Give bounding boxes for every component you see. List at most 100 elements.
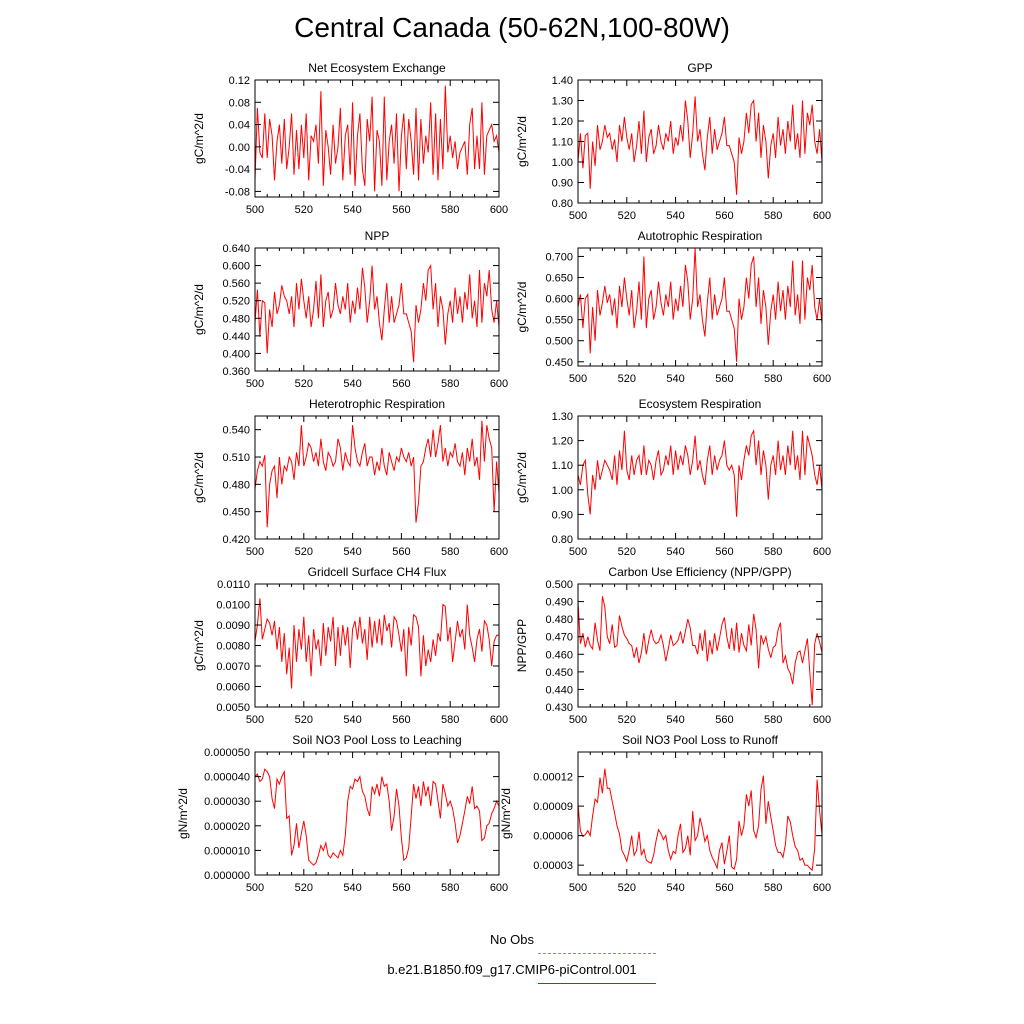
x-tick-label: 520 — [618, 714, 636, 726]
x-tick-label: 600 — [813, 546, 831, 558]
y-tick-label: 0.430 — [545, 702, 573, 714]
x-tick-label: 600 — [490, 714, 508, 726]
y-tick-label: 0.550 — [545, 315, 573, 327]
y-tick-label: 0.500 — [545, 336, 573, 348]
y-tick-label: 0.600 — [545, 294, 573, 306]
x-tick-label: 600 — [490, 546, 508, 558]
y-tick-label: 0.0100 — [216, 600, 250, 612]
x-tick-label: 580 — [764, 210, 782, 222]
x-tick-label: 560 — [392, 882, 410, 894]
x-tick-label: 580 — [441, 546, 459, 558]
y-tick-label: 0.700 — [545, 251, 573, 263]
y-tick-label: 0.450 — [545, 357, 573, 369]
x-tick-label: 560 — [715, 882, 733, 894]
y-tick-label: 0.000010 — [204, 845, 250, 857]
y-tick-label: 0.450 — [222, 507, 250, 519]
x-tick-label: 540 — [666, 373, 684, 385]
y-tick-label: 1.30 — [552, 96, 573, 108]
x-tick-label: 600 — [490, 882, 508, 894]
x-tick-label: 600 — [490, 204, 508, 216]
x-tick-label: 540 — [343, 546, 361, 558]
y-axis-label: gC/m^2/d — [192, 452, 206, 503]
panel-title: Heterotrophic Respiration — [309, 397, 445, 411]
x-tick-label: 600 — [813, 714, 831, 726]
plot-frame — [577, 247, 823, 367]
x-tick-label: 500 — [569, 714, 587, 726]
x-tick-label: 580 — [764, 882, 782, 894]
y-tick-label: 0.00003 — [533, 860, 573, 872]
y-axis-label: gC/m^2/d — [515, 282, 529, 333]
plot-frame — [254, 247, 500, 372]
y-tick-label: 1.20 — [552, 116, 573, 128]
x-tick-label: 500 — [246, 378, 264, 390]
panel-title: Ecosystem Respiration — [639, 397, 762, 411]
y-tick-label: 0.00012 — [533, 772, 573, 784]
series-line — [254, 420, 500, 528]
x-tick-label: 560 — [715, 546, 733, 558]
y-axis-label: NPP/GPP — [515, 619, 529, 672]
y-axis-label: gN/m^2/d — [499, 788, 513, 839]
y-tick-label: 0.490 — [545, 597, 573, 609]
y-tick-label: 0.80 — [552, 198, 573, 210]
y-tick-label: 0.480 — [222, 479, 250, 491]
x-tick-label: 520 — [295, 882, 313, 894]
y-tick-label: 1.10 — [552, 137, 573, 149]
y-tick-label: 1.00 — [552, 157, 573, 169]
panel-title: Soil NO3 Pool Loss to Runoff — [622, 733, 779, 747]
panel-title: GPP — [687, 61, 712, 75]
series-line — [254, 768, 500, 866]
x-tick-label: 540 — [343, 204, 361, 216]
panel-title: Carbon Use Efficiency (NPP/GPP) — [608, 565, 791, 579]
y-tick-label: 0.640 — [222, 243, 250, 255]
y-tick-label: 0.12 — [229, 75, 250, 87]
y-tick-label: 0.04 — [229, 120, 250, 132]
y-tick-label: 0.460 — [545, 649, 573, 661]
y-tick-label: 0.90 — [552, 509, 573, 521]
y-tick-label: 0.0080 — [216, 641, 250, 653]
x-tick-label: 600 — [490, 378, 508, 390]
legend-label-model-run: b.e21.B1850.f09_g17.CMIP6-piControl.001 — [387, 962, 637, 977]
x-tick-label: 520 — [295, 546, 313, 558]
x-tick-label: 520 — [618, 373, 636, 385]
panel-title: Soil NO3 Pool Loss to Leaching — [292, 733, 461, 747]
x-tick-label: 500 — [569, 882, 587, 894]
y-axis-label: gN/m^2/d — [176, 788, 190, 839]
y-tick-label: 0.000030 — [204, 796, 250, 808]
panel-title: Gridcell Surface CH4 Flux — [308, 565, 447, 579]
x-tick-label: 580 — [764, 373, 782, 385]
y-tick-label: 0.440 — [222, 331, 250, 343]
series-line — [254, 598, 499, 689]
x-tick-label: 560 — [392, 546, 410, 558]
x-tick-label: 580 — [764, 546, 782, 558]
y-tick-label: 0.540 — [222, 425, 250, 437]
y-tick-label: 0.08 — [229, 97, 250, 109]
x-tick-label: 560 — [392, 204, 410, 216]
y-tick-label: 0.600 — [222, 261, 250, 273]
x-tick-label: 520 — [295, 204, 313, 216]
x-tick-label: 500 — [246, 882, 264, 894]
y-tick-label: 0.000050 — [204, 747, 250, 759]
plot-frame — [577, 415, 823, 540]
y-tick-label: 0.510 — [222, 452, 250, 464]
x-tick-label: 500 — [569, 210, 587, 222]
x-tick-label: 600 — [813, 882, 831, 894]
y-tick-label: 0.450 — [545, 667, 573, 679]
y-tick-label: 0.00009 — [533, 801, 573, 813]
y-tick-label: 0.420 — [222, 534, 250, 546]
x-tick-label: 500 — [569, 546, 587, 558]
series-line — [254, 263, 500, 363]
x-tick-label: 560 — [715, 210, 733, 222]
y-tick-label: -0.04 — [225, 164, 250, 176]
x-tick-label: 540 — [666, 546, 684, 558]
x-tick-label: 500 — [246, 546, 264, 558]
panel-title: NPP — [365, 229, 390, 243]
y-tick-label: 0.400 — [222, 348, 250, 360]
plot-frame — [254, 415, 500, 540]
x-tick-label: 520 — [295, 378, 313, 390]
series-line — [577, 768, 823, 872]
x-tick-label: 500 — [569, 373, 587, 385]
x-tick-label: 500 — [246, 204, 264, 216]
x-tick-label: 520 — [618, 546, 636, 558]
panel-title: Net Ecosystem Exchange — [308, 61, 446, 75]
